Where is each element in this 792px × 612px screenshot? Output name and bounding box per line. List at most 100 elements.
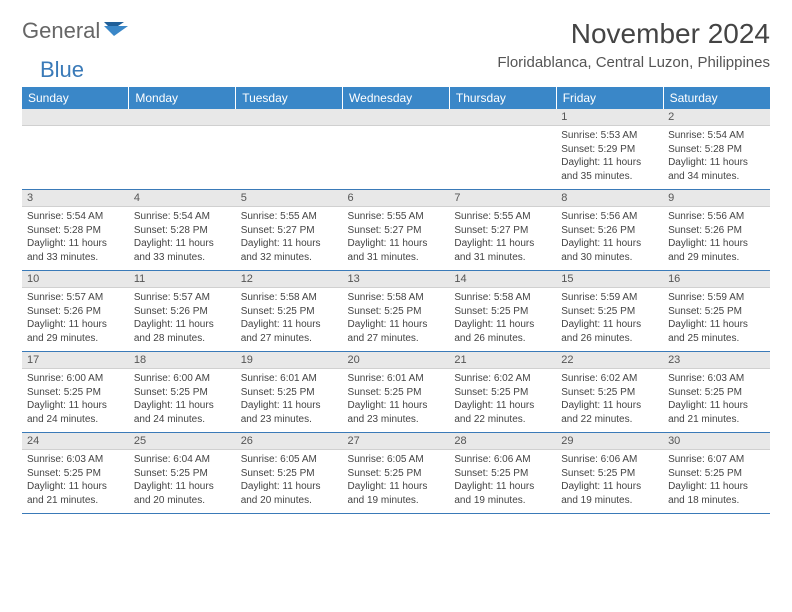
weekday-header: Tuesday [236,87,343,109]
day-body: Sunrise: 5:53 AMSunset: 5:29 PMDaylight:… [556,126,663,189]
daylight-text: Daylight: 11 hours and 33 minutes. [134,237,231,264]
day-number: 11 [129,271,236,288]
day-cell: 21Sunrise: 6:02 AMSunset: 5:25 PMDayligh… [449,352,556,433]
week-row: 24Sunrise: 6:03 AMSunset: 5:25 PMDayligh… [22,433,770,514]
week-row: 10Sunrise: 5:57 AMSunset: 5:26 PMDayligh… [22,271,770,352]
daylight-text: Daylight: 11 hours and 20 minutes. [134,480,231,507]
sunset-text: Sunset: 5:28 PM [134,224,231,238]
day-cell: 18Sunrise: 6:00 AMSunset: 5:25 PMDayligh… [129,352,236,433]
daylight-text: Daylight: 11 hours and 18 minutes. [668,480,765,507]
sunset-text: Sunset: 5:25 PM [348,305,445,319]
daylight-text: Daylight: 11 hours and 19 minutes. [454,480,551,507]
sunrise-text: Sunrise: 5:54 AM [668,129,765,143]
daylight-text: Daylight: 11 hours and 29 minutes. [668,237,765,264]
sunset-text: Sunset: 5:25 PM [668,467,765,481]
day-number: 30 [663,433,770,450]
daylight-text: Daylight: 11 hours and 22 minutes. [561,399,658,426]
weekday-header: Monday [129,87,236,109]
sunset-text: Sunset: 5:25 PM [348,467,445,481]
daylight-text: Daylight: 11 hours and 28 minutes. [134,318,231,345]
sunset-text: Sunset: 5:25 PM [454,467,551,481]
day-body: Sunrise: 6:03 AMSunset: 5:25 PMDaylight:… [22,450,129,513]
day-body [129,126,236,184]
sunrise-text: Sunrise: 5:55 AM [241,210,338,224]
day-body [449,126,556,184]
day-cell: 8Sunrise: 5:56 AMSunset: 5:26 PMDaylight… [556,190,663,271]
daylight-text: Daylight: 11 hours and 20 minutes. [241,480,338,507]
day-cell: 29Sunrise: 6:06 AMSunset: 5:25 PMDayligh… [556,433,663,514]
weekday-header: Friday [556,87,663,109]
sunrise-text: Sunrise: 5:58 AM [241,291,338,305]
day-cell [343,109,450,190]
day-cell: 2Sunrise: 5:54 AMSunset: 5:28 PMDaylight… [663,109,770,190]
sunrise-text: Sunrise: 6:05 AM [348,453,445,467]
sunrise-text: Sunrise: 5:54 AM [27,210,124,224]
sunrise-text: Sunrise: 5:59 AM [668,291,765,305]
logo: General [22,18,132,44]
day-number [129,109,236,126]
day-number: 14 [449,271,556,288]
day-body: Sunrise: 6:01 AMSunset: 5:25 PMDaylight:… [343,369,450,432]
day-cell: 6Sunrise: 5:55 AMSunset: 5:27 PMDaylight… [343,190,450,271]
sunset-text: Sunset: 5:25 PM [454,305,551,319]
daylight-text: Daylight: 11 hours and 24 minutes. [134,399,231,426]
day-number: 25 [129,433,236,450]
sunrise-text: Sunrise: 5:55 AM [348,210,445,224]
daylight-text: Daylight: 11 hours and 32 minutes. [241,237,338,264]
sunrise-text: Sunrise: 5:56 AM [561,210,658,224]
sunset-text: Sunset: 5:28 PM [668,143,765,157]
day-number: 9 [663,190,770,207]
day-number: 24 [22,433,129,450]
day-body: Sunrise: 6:02 AMSunset: 5:25 PMDaylight:… [556,369,663,432]
daylight-text: Daylight: 11 hours and 33 minutes. [27,237,124,264]
day-body: Sunrise: 6:03 AMSunset: 5:25 PMDaylight:… [663,369,770,432]
day-cell: 12Sunrise: 5:58 AMSunset: 5:25 PMDayligh… [236,271,343,352]
sunrise-text: Sunrise: 5:57 AM [134,291,231,305]
day-body: Sunrise: 5:57 AMSunset: 5:26 PMDaylight:… [22,288,129,351]
day-cell [22,109,129,190]
daylight-text: Daylight: 11 hours and 34 minutes. [668,156,765,183]
day-cell: 26Sunrise: 6:05 AMSunset: 5:25 PMDayligh… [236,433,343,514]
day-body: Sunrise: 6:02 AMSunset: 5:25 PMDaylight:… [449,369,556,432]
day-number: 3 [22,190,129,207]
day-body [343,126,450,184]
day-cell: 7Sunrise: 5:55 AMSunset: 5:27 PMDaylight… [449,190,556,271]
daylight-text: Daylight: 11 hours and 24 minutes. [27,399,124,426]
day-number: 1 [556,109,663,126]
day-body: Sunrise: 6:06 AMSunset: 5:25 PMDaylight:… [449,450,556,513]
week-row: 3Sunrise: 5:54 AMSunset: 5:28 PMDaylight… [22,190,770,271]
day-number: 8 [556,190,663,207]
day-body: Sunrise: 5:56 AMSunset: 5:26 PMDaylight:… [556,207,663,270]
day-body: Sunrise: 5:58 AMSunset: 5:25 PMDaylight:… [449,288,556,351]
day-cell: 11 Sunrise: 5:57 AMSunset: 5:26 PMDayligh… [129,271,236,352]
day-number: 18 [129,352,236,369]
day-cell: 16Sunrise: 5:59 AMSunset: 5:25 PMDayligh… [663,271,770,352]
weekday-header: Thursday [449,87,556,109]
sunset-text: Sunset: 5:25 PM [454,386,551,400]
sunset-text: Sunset: 5:25 PM [348,386,445,400]
sunrise-text: Sunrise: 6:06 AM [454,453,551,467]
sunrise-text: Sunrise: 6:03 AM [27,453,124,467]
week-row: 17Sunrise: 6:00 AMSunset: 5:25 PMDayligh… [22,352,770,433]
day-cell: 9Sunrise: 5:56 AMSunset: 5:26 PMDaylight… [663,190,770,271]
day-cell: 17Sunrise: 6:00 AMSunset: 5:25 PMDayligh… [22,352,129,433]
sunrise-text: Sunrise: 6:00 AM [134,372,231,386]
day-cell: 3Sunrise: 5:54 AMSunset: 5:28 PMDaylight… [22,190,129,271]
day-cell: 13Sunrise: 5:58 AMSunset: 5:25 PMDayligh… [343,271,450,352]
day-number: 27 [343,433,450,450]
weekday-header: Sunday [22,87,129,109]
day-number: 12 [236,271,343,288]
day-number [449,109,556,126]
calendar-page: General November 2024 Floridablanca, Cen… [0,0,792,524]
day-body: Sunrise: 5:59 AMSunset: 5:25 PMDaylight:… [556,288,663,351]
day-body: Sunrise: 5:55 AMSunset: 5:27 PMDaylight:… [236,207,343,270]
logo-text-blue: Blue [40,57,84,82]
sunset-text: Sunset: 5:26 PM [134,305,231,319]
sunrise-text: Sunrise: 6:04 AM [134,453,231,467]
day-number [343,109,450,126]
day-body [22,126,129,184]
sunset-text: Sunset: 5:25 PM [27,386,124,400]
daylight-text: Daylight: 11 hours and 21 minutes. [668,399,765,426]
day-cell [129,109,236,190]
sunset-text: Sunset: 5:25 PM [668,386,765,400]
